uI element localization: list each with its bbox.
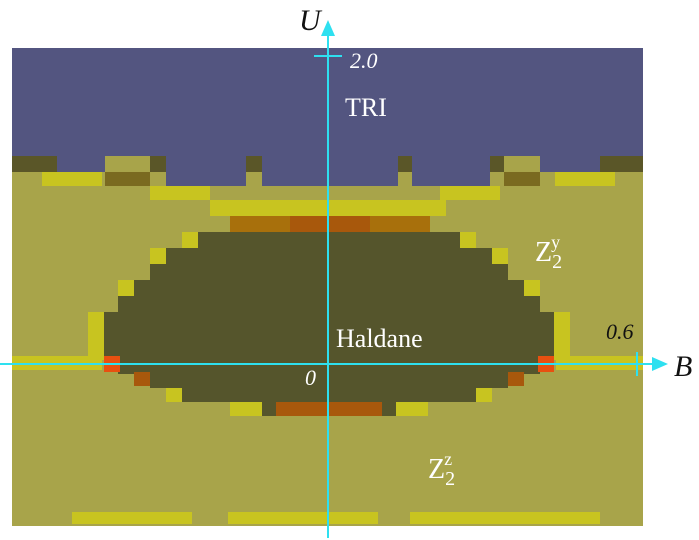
tri-boundary <box>57 156 600 186</box>
bottom-stripe <box>72 512 600 524</box>
u-axis-arrow <box>321 20 335 36</box>
z2z-label: Z2z <box>428 449 456 490</box>
u-axis-tick-label: 2.0 <box>350 48 378 73</box>
origin-label: 0 <box>305 365 316 390</box>
haldane-boundary <box>12 232 643 416</box>
b-axis-arrow <box>652 357 668 371</box>
tri-boundary-dark <box>12 156 643 186</box>
z2y-label: Z2y <box>535 232 563 273</box>
haldane-label: Haldane <box>336 324 423 353</box>
b-axis-tick-label: 0.6 <box>606 319 634 344</box>
b-axis-label: B <box>674 350 693 383</box>
tri-label: TRI <box>345 93 387 122</box>
u-axis-label: U <box>299 4 321 37</box>
axes <box>0 26 660 538</box>
